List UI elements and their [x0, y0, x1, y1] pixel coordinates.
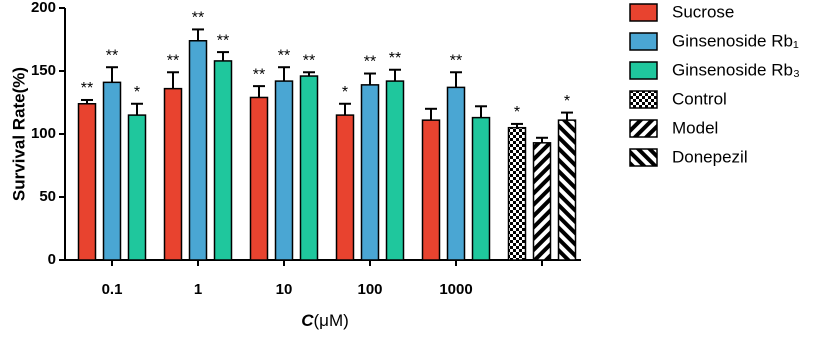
x-axis-symbol: C [301, 311, 314, 330]
significance-label: ** [81, 80, 93, 97]
x-tick-label: 1 [194, 281, 202, 298]
bar [163, 87, 183, 261]
bar [557, 119, 577, 261]
significance-label: ** [106, 47, 118, 64]
bar [274, 80, 294, 261]
significance-label: ** [217, 32, 229, 49]
bar [102, 81, 122, 261]
legend-label: Donepezil [672, 147, 748, 166]
y-tick-label: 150 [31, 62, 56, 79]
bar [213, 60, 233, 261]
bar [532, 142, 552, 261]
significance-label: ** [303, 52, 315, 69]
significance-label: ** [450, 52, 462, 69]
bar [77, 103, 97, 261]
significance-label: ** [278, 47, 290, 64]
bar [471, 116, 491, 261]
bar [127, 114, 147, 261]
legend-swatch [629, 148, 658, 167]
bar [421, 119, 441, 261]
legend-label: Ginsenoside Rb₁ [672, 31, 799, 50]
x-tick-label: 0.1 [102, 281, 123, 298]
y-tick-label: 100 [31, 125, 56, 142]
significance-label: * [564, 93, 570, 110]
bar [385, 80, 405, 261]
bar [299, 75, 319, 261]
y-tick-label: 50 [39, 188, 56, 205]
x-tick-label: 1000 [439, 281, 472, 298]
bar [249, 96, 269, 261]
significance-label: ** [389, 50, 401, 67]
significance-label: ** [253, 66, 265, 83]
legend-label: Sucrose [672, 2, 734, 21]
legend-label: Ginsenoside Rb₃ [672, 60, 800, 79]
significance-label: ** [167, 52, 179, 69]
significance-label: ** [192, 10, 204, 27]
x-tick-label: 100 [357, 281, 382, 298]
x-tick-label: 10 [276, 281, 293, 298]
legend-label: Model [672, 118, 718, 137]
x-axis-title: C(μM) [301, 311, 349, 330]
significance-label: * [514, 104, 520, 121]
bar [188, 40, 208, 261]
legend-swatch [629, 61, 658, 80]
significance-label: * [342, 84, 348, 101]
x-axis-unit: (μM) [314, 311, 349, 330]
legend-swatch [629, 119, 658, 138]
legend-swatch [629, 3, 658, 22]
y-tick-label: 200 [31, 0, 56, 16]
legend-swatch [629, 32, 658, 51]
legend-label: Control [672, 89, 727, 108]
y-tick-label: 0 [48, 251, 56, 268]
legend-swatch [629, 90, 658, 109]
y-axis-title: Survival Rate(%) [9, 67, 28, 201]
bar [335, 114, 355, 261]
significance-label: * [134, 84, 140, 101]
bar [507, 126, 527, 261]
bar [446, 86, 466, 261]
significance-label: ** [364, 54, 376, 71]
bar [360, 84, 380, 261]
